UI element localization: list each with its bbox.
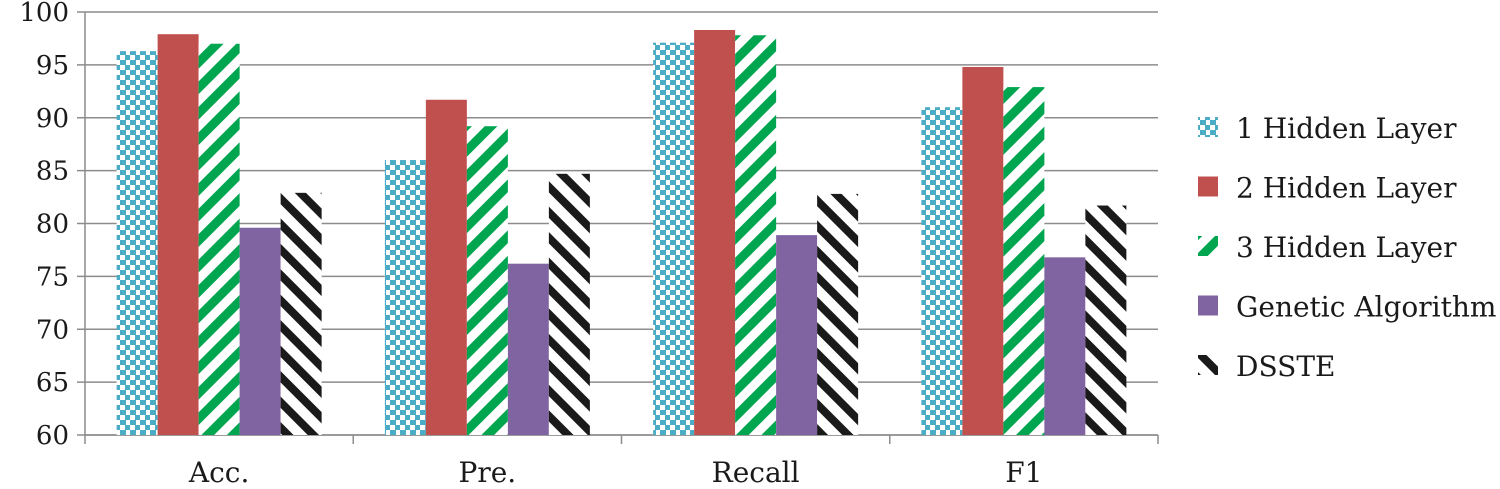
y-tick-label: 85 [36, 157, 69, 187]
bar-genetic-algorithm-f1 [1044, 257, 1086, 435]
legend-label: Genetic Algorithm [1236, 291, 1496, 324]
bar-2-hidden-layer-recall [694, 29, 736, 435]
y-tick-label: 95 [36, 51, 69, 81]
y-tick-label: 70 [36, 315, 69, 345]
y-axis-labels: 60 65 70 75 80 85 90 95 100 [19, 0, 69, 451]
bars [116, 29, 1127, 436]
legend-swatch [1198, 295, 1218, 316]
legend-label: 3 Hidden Layer [1236, 231, 1457, 264]
x-category-label: Pre. [459, 456, 517, 489]
bar-genetic-algorithm-pre [507, 263, 549, 435]
bar-3-hidden-layer-acc [198, 43, 240, 435]
x-category-label: Recall [712, 456, 800, 489]
y-tick-label: 65 [36, 368, 69, 398]
y-tick-label: 60 [36, 421, 69, 451]
y-tick-label: 75 [36, 262, 69, 292]
x-axis-labels: Acc. Pre. Recall F1 [188, 456, 1043, 489]
bar-2-hidden-layer-acc [157, 34, 199, 436]
bar-dsste-recall [817, 193, 859, 435]
legend-swatch [1198, 236, 1218, 256]
bar-1-hidden-layer-acc [116, 51, 158, 435]
bar-dsste-f1 [1085, 205, 1127, 435]
y-tick-label: 90 [36, 104, 69, 134]
bar-2-hidden-layer-f1 [962, 66, 1004, 436]
bar-3-hidden-layer-f1 [1003, 87, 1045, 436]
bar-3-hidden-layer-recall [735, 35, 777, 435]
bar-2-hidden-layer-pre [425, 99, 467, 436]
bar-1-hidden-layer-pre [384, 160, 426, 436]
bar-1-hidden-layer-f1 [921, 107, 963, 436]
legend-label: DSSTE [1236, 350, 1335, 383]
legend-swatch [1198, 355, 1218, 375]
legend: 1 Hidden Layer 2 Hidden Layer 3 Hidden Lay… [1198, 112, 1496, 383]
x-category-label: F1 [1005, 456, 1042, 489]
bar-1-hidden-layer-recall [653, 42, 695, 435]
bar-genetic-algorithm-acc [239, 227, 281, 435]
bar-dsste-acc [280, 192, 322, 435]
bar-3-hidden-layer-pre [466, 126, 508, 436]
legend-swatch [1198, 176, 1218, 197]
legend-swatch [1198, 117, 1218, 137]
x-category-label: Acc. [188, 456, 249, 489]
y-tick-label: 100 [19, 0, 69, 28]
legend-label: 2 Hidden Layer [1236, 172, 1457, 205]
legend-label: 1 Hidden Layer [1236, 112, 1457, 145]
bar-genetic-algorithm-recall [776, 235, 818, 435]
bar-dsste-pre [548, 173, 590, 436]
y-tick-label: 80 [36, 210, 69, 240]
